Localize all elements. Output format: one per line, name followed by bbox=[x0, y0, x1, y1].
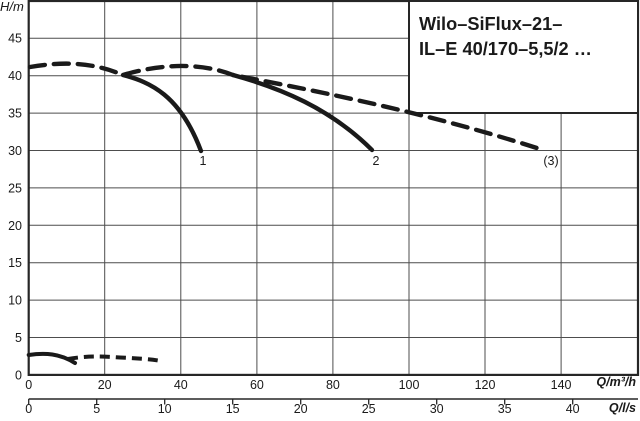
svg-text:10: 10 bbox=[158, 402, 172, 416]
svg-text:140: 140 bbox=[551, 378, 572, 392]
svg-text:0: 0 bbox=[25, 402, 32, 416]
svg-text:120: 120 bbox=[475, 378, 496, 392]
svg-text:40: 40 bbox=[8, 69, 22, 83]
svg-text:20: 20 bbox=[294, 402, 308, 416]
svg-text:35: 35 bbox=[8, 107, 22, 121]
svg-text:1: 1 bbox=[200, 154, 207, 168]
svg-text:40: 40 bbox=[566, 402, 580, 416]
svg-text:Wilo–SiFlux–21–: Wilo–SiFlux–21– bbox=[419, 14, 562, 34]
svg-text:2: 2 bbox=[373, 154, 380, 168]
svg-text:IL–E 40/170–5,5/2 …: IL–E 40/170–5,5/2 … bbox=[419, 39, 592, 59]
svg-text:40: 40 bbox=[174, 378, 188, 392]
svg-text:Q/l/s: Q/l/s bbox=[609, 401, 636, 415]
svg-text:45: 45 bbox=[8, 32, 22, 46]
svg-text:0: 0 bbox=[25, 378, 32, 392]
svg-text:5: 5 bbox=[15, 331, 22, 345]
svg-text:100: 100 bbox=[399, 378, 420, 392]
svg-text:25: 25 bbox=[362, 402, 376, 416]
svg-text:H/m: H/m bbox=[0, 0, 24, 14]
svg-text:15: 15 bbox=[226, 402, 240, 416]
svg-text:30: 30 bbox=[8, 144, 22, 158]
svg-text:(3): (3) bbox=[543, 154, 558, 168]
svg-text:15: 15 bbox=[8, 256, 22, 270]
svg-text:25: 25 bbox=[8, 182, 22, 196]
svg-text:35: 35 bbox=[498, 402, 512, 416]
svg-text:20: 20 bbox=[8, 219, 22, 233]
svg-text:80: 80 bbox=[326, 378, 340, 392]
svg-text:10: 10 bbox=[8, 294, 22, 308]
svg-text:20: 20 bbox=[98, 378, 112, 392]
svg-text:0: 0 bbox=[15, 369, 22, 383]
svg-text:5: 5 bbox=[93, 402, 100, 416]
svg-text:30: 30 bbox=[430, 402, 444, 416]
svg-text:Q/m³/h: Q/m³/h bbox=[596, 375, 636, 389]
svg-text:60: 60 bbox=[250, 378, 264, 392]
